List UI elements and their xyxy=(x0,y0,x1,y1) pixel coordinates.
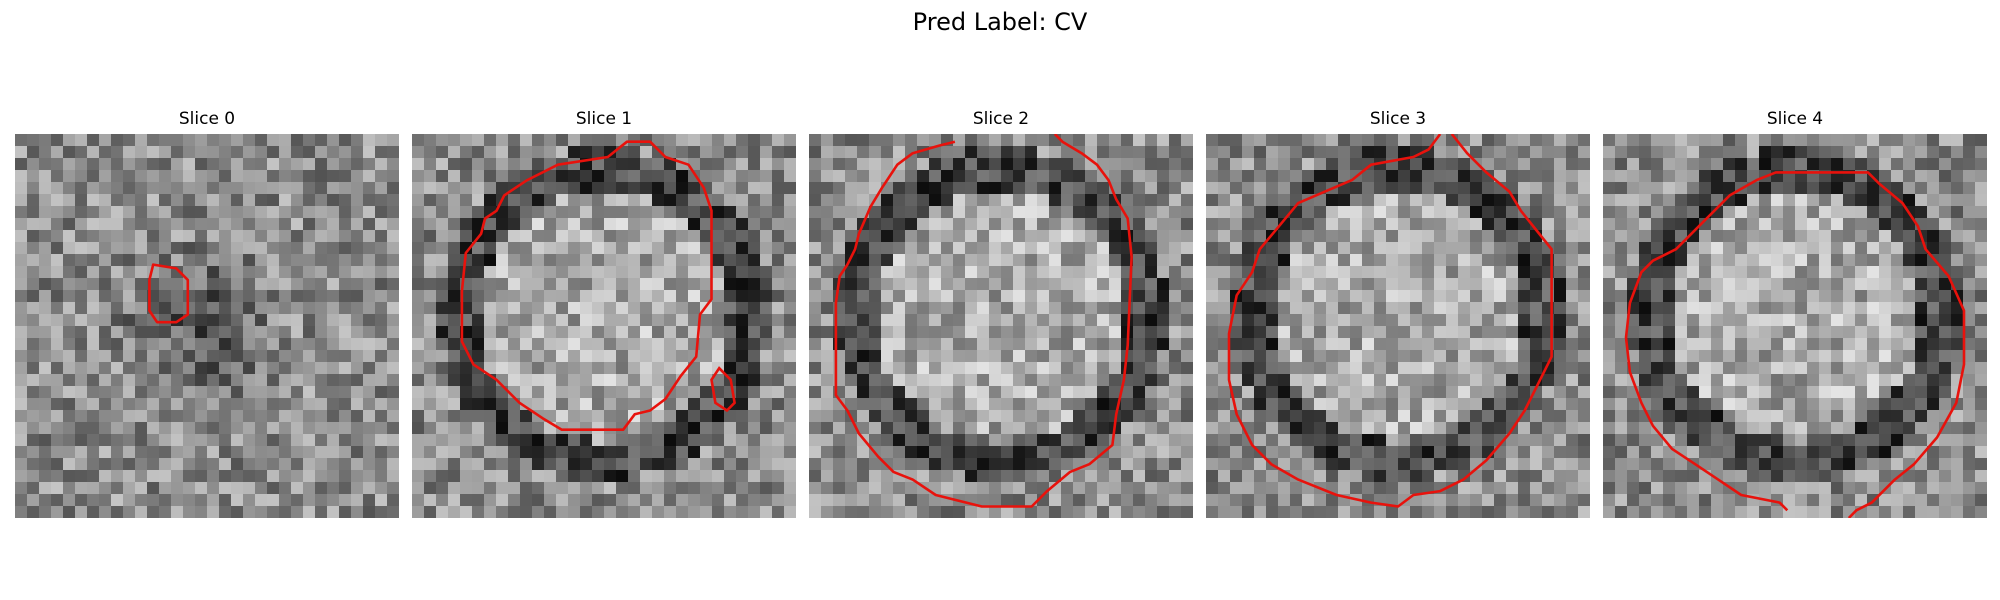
segmentation-contour xyxy=(148,263,190,324)
segmentation-contour xyxy=(1624,171,1966,518)
slice-image-1 xyxy=(412,134,796,518)
slice-image-0 xyxy=(15,134,399,518)
slice-title-3: Slice 3 xyxy=(1369,109,1427,129)
slice-title-0: Slice 0 xyxy=(178,109,236,129)
segmentation-contour-small xyxy=(710,366,736,413)
slice-title-2: Slice 2 xyxy=(972,109,1030,129)
segmentation-contour xyxy=(834,134,1133,508)
segmentation-contour xyxy=(460,140,713,432)
segmentation-contour xyxy=(1227,134,1553,508)
figure-title: Pred Label: CV xyxy=(912,8,1088,36)
slice-title-4: Slice 4 xyxy=(1766,109,1824,129)
slice-image-4 xyxy=(1603,134,1987,518)
slice-title-1: Slice 1 xyxy=(575,109,633,129)
slice-image-2 xyxy=(809,134,1193,518)
slice-image-3 xyxy=(1206,134,1590,518)
